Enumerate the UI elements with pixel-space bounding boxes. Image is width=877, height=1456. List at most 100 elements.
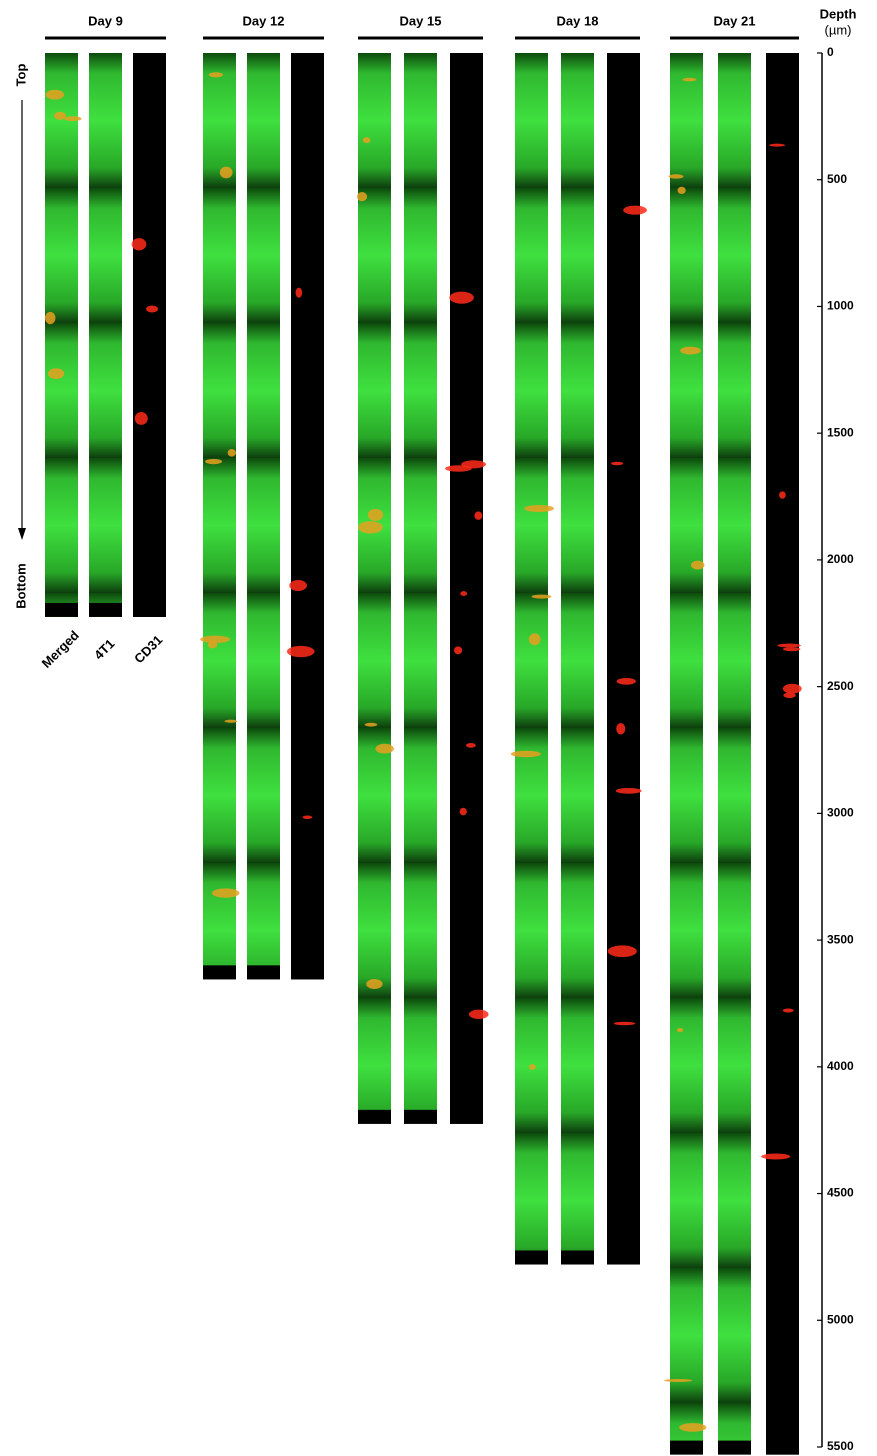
- strip-end: [718, 1441, 751, 1455]
- strip: [89, 53, 122, 617]
- strip-end: [247, 965, 280, 979]
- tick-label: 500: [827, 172, 847, 186]
- strip-end: [450, 1110, 483, 1124]
- vessel-signal: [368, 509, 383, 521]
- strip-end: [291, 965, 324, 979]
- vessel-signal: [225, 720, 238, 723]
- vessel-signal: [46, 90, 64, 100]
- vessel-signal: [783, 1008, 794, 1012]
- strip-end: [133, 603, 166, 617]
- channel-label: CD31: [131, 632, 165, 666]
- tick-label: 4500: [827, 1186, 854, 1200]
- channel-label-group: 4T1: [91, 636, 117, 662]
- strip: [203, 53, 236, 979]
- strip: [133, 53, 166, 617]
- vessel-signal: [677, 1028, 683, 1032]
- vessel-signal: [212, 888, 240, 897]
- vessel-signal: [614, 1022, 635, 1026]
- vessel-signal: [460, 808, 467, 816]
- panel-label: Day 18: [557, 13, 599, 28]
- vessel-signal: [783, 647, 801, 651]
- vessel-signal: [678, 187, 686, 194]
- vessel-signal: [623, 206, 647, 215]
- axis-unit: (µm): [825, 22, 852, 37]
- tick-label: 5500: [827, 1439, 854, 1453]
- vessel-signal: [474, 511, 482, 520]
- vessel-signal: [449, 292, 473, 304]
- bottom-label: Bottom: [13, 563, 28, 609]
- vessel-signal: [365, 723, 378, 727]
- vessel-signal: [445, 465, 472, 471]
- vessel-signal: [683, 78, 697, 82]
- top-label: Top: [13, 64, 28, 87]
- tick-label: 5000: [827, 1312, 854, 1326]
- vessel-signal: [132, 238, 147, 250]
- strip: [404, 53, 437, 1124]
- strip-end: [766, 1441, 799, 1455]
- panel-label: Day 9: [88, 13, 123, 28]
- vessel-signal: [529, 633, 541, 645]
- tick-label: 2000: [827, 552, 854, 566]
- strip: [766, 53, 799, 1455]
- tick-label: 2500: [827, 679, 854, 693]
- vessel-signal: [228, 449, 236, 457]
- tick-label: 4000: [827, 1059, 854, 1073]
- vessel-signal: [669, 174, 684, 178]
- vessel-signal: [777, 644, 801, 648]
- vessel-signal: [761, 1153, 790, 1159]
- axis-title: Depth: [820, 6, 857, 21]
- vessel-signal: [469, 1010, 489, 1019]
- strip: [247, 53, 280, 979]
- strip-end: [607, 1251, 640, 1265]
- vessel-signal: [375, 744, 393, 754]
- vessel-signal: [146, 306, 158, 313]
- vessel-signal: [200, 636, 230, 643]
- strip-end: [515, 1251, 548, 1265]
- tick-label: 1500: [827, 425, 854, 439]
- figure: Depth (µm) Top Bottom 050010001500200025…: [0, 0, 877, 1456]
- vessel-signal: [617, 678, 636, 685]
- vessel-signal: [205, 459, 222, 464]
- vessel-signal: [524, 505, 554, 512]
- tick-label: 1000: [827, 299, 854, 313]
- tick-label: 3500: [827, 932, 854, 946]
- vessel-signal: [289, 580, 307, 591]
- strip: [718, 53, 751, 1455]
- vessel-signal: [529, 1064, 536, 1070]
- vessel-signal: [779, 491, 786, 498]
- vessel-signal: [358, 521, 382, 533]
- channel-label: Merged: [39, 628, 82, 671]
- vessel-signal: [48, 368, 64, 379]
- strip-end: [358, 1110, 391, 1124]
- strip-end: [561, 1251, 594, 1265]
- strip: [45, 53, 78, 617]
- vessel-signal: [357, 192, 367, 201]
- tick-label: 3000: [827, 806, 854, 820]
- strip: [515, 53, 548, 1265]
- vessel-signal: [135, 412, 148, 425]
- vessel-signal: [363, 137, 371, 143]
- vessel-signal: [303, 816, 313, 820]
- panel-label: Day 21: [714, 13, 756, 28]
- vessel-signal: [296, 288, 303, 298]
- vessel-signal: [460, 591, 467, 596]
- vessel-signal: [511, 751, 541, 758]
- vessel-signal: [287, 646, 315, 657]
- vessel-signal: [616, 723, 625, 734]
- channel-label-group: CD31: [131, 632, 165, 666]
- strip: [450, 53, 483, 1124]
- channel-label-group: Merged: [39, 628, 82, 671]
- panel-label: Day 12: [243, 13, 285, 28]
- vessel-signal: [532, 595, 552, 599]
- vessel-signal: [664, 1379, 692, 1382]
- vessel-signal: [769, 144, 785, 147]
- vessel-signal: [680, 347, 701, 355]
- strip-end: [45, 603, 78, 617]
- vessel-signal: [616, 788, 642, 794]
- vessel-signal: [54, 112, 66, 120]
- vessel-signal: [220, 167, 233, 179]
- strip: [291, 53, 324, 979]
- strip-end: [89, 603, 122, 617]
- vessel-signal: [679, 1423, 706, 1432]
- strip: [607, 53, 640, 1265]
